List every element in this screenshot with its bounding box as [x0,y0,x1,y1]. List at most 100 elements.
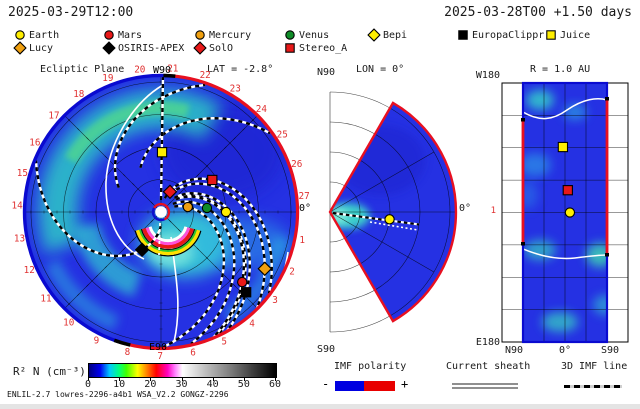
map-n90-label: N90 [505,345,524,356]
svg-text:6: 6 [190,347,196,358]
imf-plus-sign: + [401,377,409,391]
map-e180-label: E180 [475,337,500,348]
map-title: R = 1.0 AU [530,64,591,75]
imf-polarity-title: IMF polarity [334,361,407,372]
map-date-label: 1 [490,206,496,216]
legend-label: Bepi [383,29,408,41]
svg-text:14: 14 [12,201,24,212]
fan-title: LON = 0° [356,64,405,75]
svg-text:22: 22 [200,70,211,81]
svg-text:19: 19 [102,73,113,84]
svg-text:9: 9 [94,336,100,347]
svg-text:3: 3 [272,295,278,306]
legend-label: EuropaClippr [472,29,545,41]
window-edge [0,404,640,409]
timestamp-run: 2025-03-28T00 +1.50 days [444,5,632,20]
legend-item-solo: SolO [193,41,234,55]
meridional-fan-plot [328,91,458,333]
svg-text:25: 25 [277,129,288,140]
svg-text:11: 11 [40,294,51,305]
ecliptic-title: Ecliptic Plane [40,64,125,75]
colorbar-tick-label: 0 [84,379,92,390]
svg-text:21: 21 [167,63,178,74]
svg-text:4: 4 [249,319,255,330]
imf-line-title: 3D IMF line [561,361,628,372]
fan-zero-label: 0° [459,203,472,214]
colorbar-tick-label: 40 [206,379,219,390]
colorbar-tick-label: 10 [113,379,126,390]
svg-text:18: 18 [73,89,84,100]
imf-negative-swatch [335,381,364,391]
svg-text:8: 8 [125,347,131,358]
colorbar-tick-label: 60 [268,379,282,390]
svg-text:15: 15 [17,168,28,179]
legend-item-europaclippr: EuropaClippr [457,29,544,41]
map-s90-label: S90 [601,345,620,356]
colorbar-tick [150,377,152,381]
legend-label: OSIRIS-APEX [118,42,185,54]
legend-label: Mars [118,29,143,41]
legend-label: Venus [299,29,330,41]
legend-label: Juice [560,29,591,41]
svg-text:12: 12 [24,265,35,276]
colorbar-tick [212,377,214,381]
legend-item-mars: Mars [103,29,142,41]
legend-label: Mercury [209,29,252,41]
svg-text:26: 26 [291,159,302,170]
fan-s90-label: S90 [317,344,336,355]
diamond-marker-icon [102,41,116,55]
square-marker-icon [285,43,295,53]
map-zero-label: 0° [559,345,572,356]
ecliptic-lat-label: LAT = -2.8° [207,64,274,75]
circle-marker-icon [285,30,295,40]
svg-text:E90: E90 [149,342,167,353]
diamond-marker-icon [193,41,207,55]
svg-text:23: 23 [230,84,241,95]
svg-text:2: 2 [289,267,295,278]
legend-label: Lucy [29,42,54,54]
svg-text:1: 1 [299,235,305,246]
legend-item-bepi: Bepi [367,28,408,42]
svg-text:17: 17 [48,111,59,122]
legend-item-osiris-apex: OSIRIS-APEX [102,41,185,55]
circle-marker-icon [104,30,114,40]
square-marker-icon [546,30,556,40]
colorbar-tick [275,377,276,381]
svg-text:0°: 0° [299,203,311,214]
density-colorbar [88,363,277,378]
circle-marker-icon [15,30,25,40]
colorbar-tick-label: 30 [175,379,188,390]
svg-text:20: 20 [134,65,145,76]
colorbar-tick [243,377,245,381]
svg-text:W90: W90 [153,65,171,76]
imf-line-sample [564,385,622,388]
current-sheath-title: Current sheath [446,361,531,372]
colorbar-tick [119,377,121,381]
diamond-marker-icon [13,41,27,55]
current-sheath-line [452,387,518,389]
svg-text:5: 5 [221,336,227,347]
diamond-marker-icon [367,28,381,42]
circle-marker-icon [195,30,205,40]
legend-item-earth: Earth [14,29,59,41]
current-sheath-line [452,383,518,385]
legend-item-mercury: Mercury [194,29,251,41]
svg-text:27: 27 [299,191,310,202]
fan-n90-label: N90 [317,67,336,78]
legend-item-stereo_a: Stereo_A [284,42,347,54]
legend-item-juice: Juice [545,29,590,41]
legend-label: SolO [209,42,234,54]
legend-item-venus: Venus [284,29,329,41]
svg-text:7: 7 [157,351,163,362]
svg-text:13: 13 [14,234,25,245]
legend-item-lucy: Lucy [13,41,54,55]
imf-positive-swatch [364,381,395,391]
svg-text:16: 16 [29,138,40,149]
colorbar-tick-label: 50 [237,379,250,390]
imf-minus-sign: - [322,377,330,391]
colorbar-label: R² N (cm⁻³) [13,365,86,378]
legend-label: Earth [29,29,60,41]
colorbar-tick [181,377,183,381]
model-version-text: ENLIL-2.7 lowres-2296-a4b1 WSA_V2.2 GONG… [7,390,229,399]
